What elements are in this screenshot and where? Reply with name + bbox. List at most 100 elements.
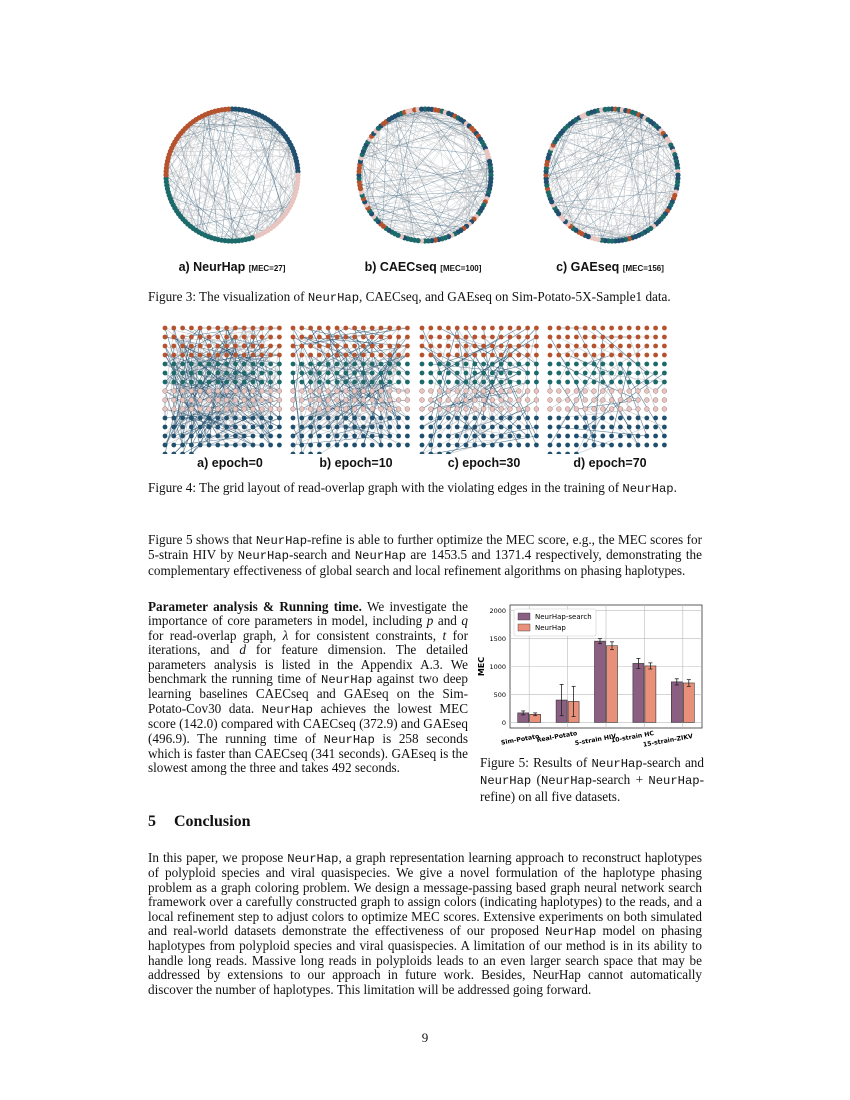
grid-node [489,406,496,412]
violating-edge [380,381,399,428]
violating-edge [421,327,449,392]
graph-edge [377,128,477,135]
graph-edge [562,110,628,220]
graph-edge [431,213,479,241]
grid-node [180,442,185,448]
legend-box [513,608,597,637]
graph-edge [181,131,296,194]
graph-edge [361,168,491,192]
grid-node [396,343,401,349]
grid-node [534,433,539,439]
violating-edge [292,327,320,356]
graph-edge [363,126,471,199]
grid-node [325,406,331,412]
bar-neurhap [644,665,657,723]
grid-node [241,379,247,385]
grid-node [507,325,513,331]
grid-node [446,325,451,331]
grid-node [317,352,322,358]
grid-node [609,379,614,385]
grid-node [547,433,553,439]
grid-node [387,424,393,430]
grid-node [490,325,495,331]
grid-node [644,352,650,358]
grid-node [463,442,469,448]
grid-node [609,343,614,349]
violating-edge [628,336,656,410]
grid-node [405,415,410,421]
grid-node [498,397,504,403]
grid-node [618,334,623,340]
grid-node [378,442,384,448]
grid-node [224,379,229,385]
grid-node [661,397,668,403]
graph-edge [579,117,613,242]
grid-node [162,451,168,454]
graph-edge [359,165,415,241]
grid-node [180,379,185,385]
grid-node [626,424,632,430]
grid-node [317,415,322,421]
violating-edge [208,363,280,410]
grid-node [369,343,375,349]
grid-node [215,352,221,358]
grid-node [189,343,194,349]
figure-4b-label: b) epoch=10 [319,456,393,470]
grid-node [259,397,265,403]
graph-edge [198,118,291,145]
violating-edge [328,399,399,428]
grid-node [232,406,239,412]
grid-node [241,442,247,448]
grid-node [419,433,425,439]
graph-edge [367,159,490,209]
grid-node [507,406,513,412]
graph-edge [566,109,607,224]
grid-node [489,397,496,403]
grid-node [436,397,443,403]
grid-node [600,415,606,421]
graph-edge [549,111,593,153]
violating-edge [363,363,382,374]
grid-node [489,388,496,394]
graph-edge [594,111,621,241]
violating-edge [173,435,254,446]
grid-node [507,442,513,448]
grid-node [472,415,478,421]
grid-node [547,442,553,448]
grid-node [387,325,393,331]
grid-node [644,361,650,367]
grid-node [490,424,495,430]
grid-node [396,379,401,385]
circular-graph [356,106,494,244]
grid-node [463,352,469,358]
grid-node [197,352,203,358]
grid-node [635,406,641,412]
graph-edge [545,111,595,171]
grid-node [197,361,203,367]
grid-node [180,424,185,430]
grid-node [534,415,539,421]
grid-node [574,352,579,358]
grid-node [609,442,614,448]
grid-node [206,370,212,376]
grid-node [316,388,323,394]
grid-node [591,397,597,403]
grid-node [480,397,487,403]
graph-edge [359,167,387,229]
grid-node [574,343,579,349]
code-text: NeurHap [648,774,700,788]
grid-node [419,397,425,403]
grid-node [463,406,469,412]
grid-node [277,370,282,376]
violating-edge [292,327,338,410]
grid-node [454,442,460,448]
grid-node [308,433,313,439]
violating-edge [483,327,528,356]
grid-node [626,352,632,358]
text-segment: , a graph representation learning approa… [148,850,702,939]
grid-node [197,433,203,439]
grid-node [405,352,410,358]
grid-node [582,352,588,358]
violating-edge [354,372,364,401]
grid-node [405,343,410,349]
